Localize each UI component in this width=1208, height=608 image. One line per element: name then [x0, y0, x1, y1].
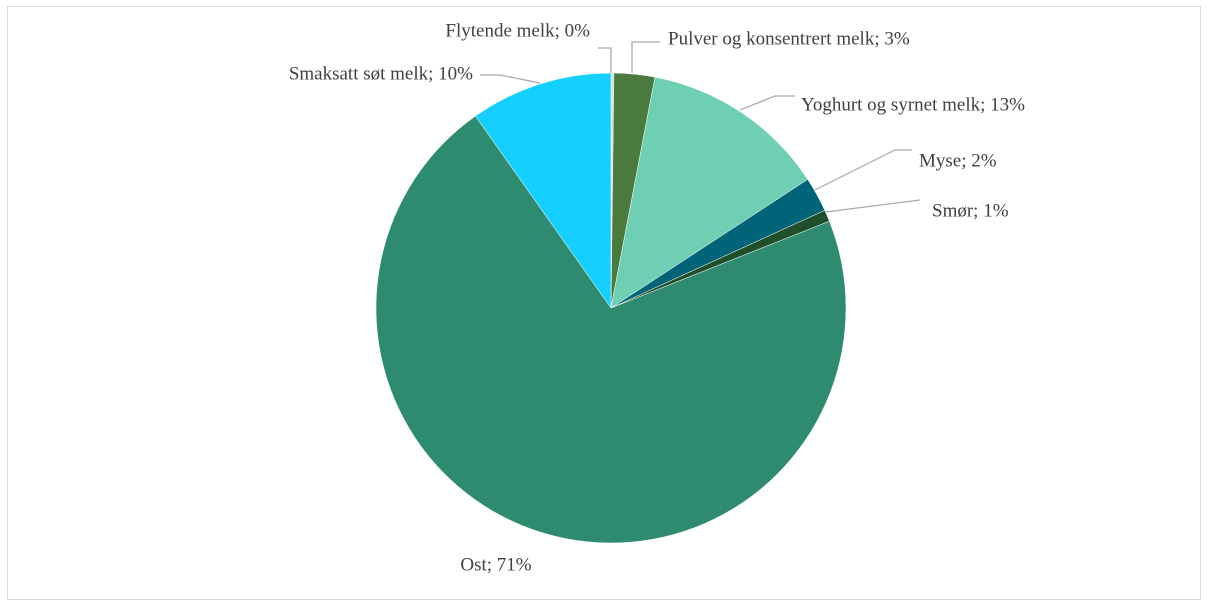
data-label: Flytende melk; 0% — [445, 20, 590, 41]
pie — [375, 72, 847, 544]
leader-line — [480, 74, 541, 84]
data-label: Pulver og konsentrert melk; 3% — [668, 28, 910, 49]
data-label: Ost; 71% — [460, 554, 531, 575]
leader-line — [739, 95, 795, 111]
pie-slice — [610, 76, 809, 309]
data-label: Myse; 2% — [919, 150, 997, 171]
leader-line — [631, 41, 660, 73]
leader-line — [814, 149, 912, 191]
pie-slice — [375, 115, 847, 544]
data-labels: Flytende melk; 0% Pulver og konsentrert m… — [289, 20, 1025, 575]
pie-slice — [475, 72, 612, 309]
leader-line — [598, 47, 612, 73]
leader-line — [825, 199, 921, 213]
data-label: Smør; 1% — [932, 200, 1009, 221]
data-label: Smaksatt søt melk; 10% — [289, 63, 473, 84]
data-label: Yoghurt og syrnet melk; 13% — [801, 94, 1025, 115]
